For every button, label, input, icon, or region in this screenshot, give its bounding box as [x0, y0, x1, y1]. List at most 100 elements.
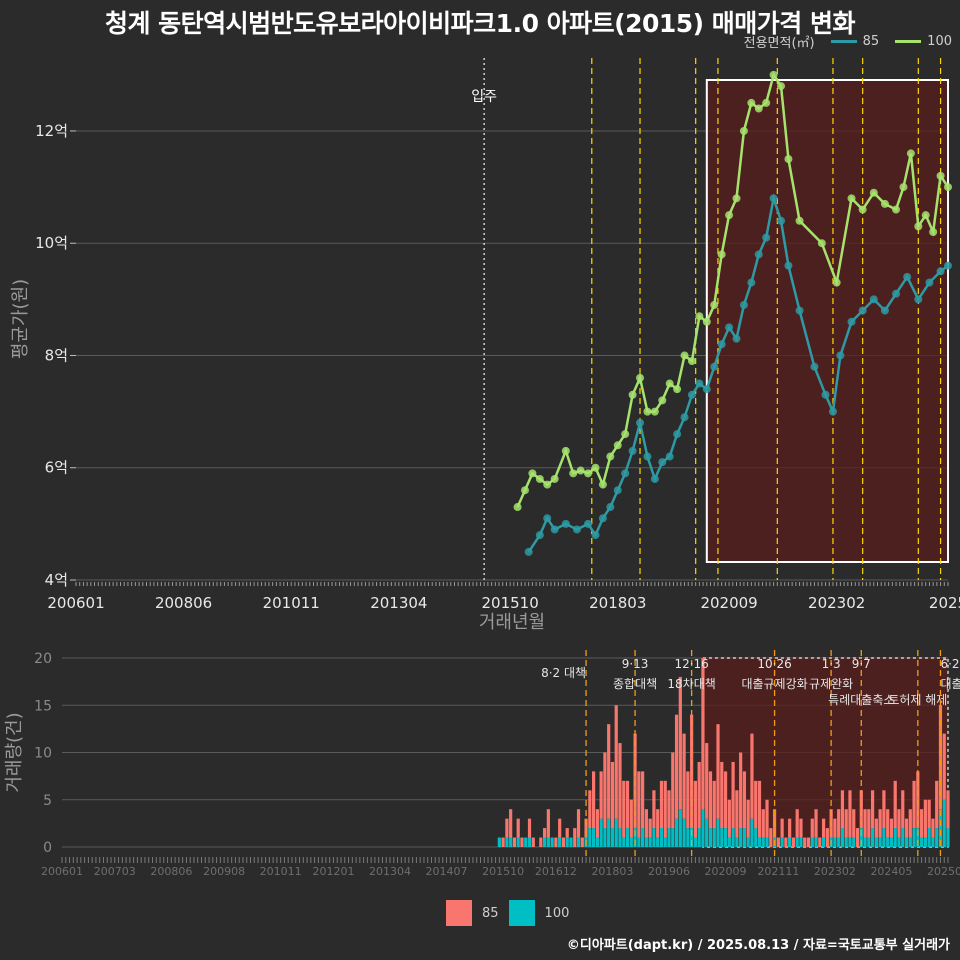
- y-tick-label: 20: [34, 651, 52, 667]
- bar-85: [584, 818, 588, 838]
- bar-100: [761, 837, 765, 847]
- bar-85: [595, 809, 599, 838]
- price-chart: 4억 6억 8억 10억 12억 200601 200806 201011 201304 2015…: [10, 58, 960, 633]
- bar-100: [569, 837, 573, 847]
- bar-100: [848, 837, 852, 847]
- bar-100: [788, 837, 792, 847]
- data-point-100: [769, 70, 778, 79]
- bar-85: [678, 676, 682, 810]
- bar-100: [908, 837, 912, 847]
- bar-85: [637, 771, 641, 838]
- data-point-85: [613, 486, 622, 495]
- bar-100: [524, 837, 528, 847]
- bar-85: [663, 780, 667, 838]
- data-point-100: [725, 211, 734, 220]
- chart-title: 청계 동탄역시범반도유보라아이비파크1.0 아파트(2015) 매매가격 변화: [104, 9, 856, 38]
- data-point-85: [747, 278, 756, 287]
- legend-100-bar-swatch: [508, 900, 535, 926]
- data-point-85: [925, 278, 934, 287]
- data-point-100: [569, 469, 578, 478]
- bar-85: [505, 818, 509, 838]
- data-point-85: [710, 362, 719, 371]
- data-point-100: [936, 171, 945, 180]
- bar-85: [516, 818, 520, 838]
- y-axis-title: 거래량(건): [4, 712, 25, 792]
- bar-100: [690, 828, 694, 847]
- bar-100: [558, 837, 562, 847]
- data-point-85: [754, 250, 763, 259]
- bar-85: [712, 780, 716, 829]
- bar-85: [610, 761, 615, 829]
- x-axis-title: 거래년월: [479, 612, 545, 633]
- data-point-85: [665, 452, 674, 461]
- bar-100: [625, 828, 630, 847]
- bar-100: [750, 818, 754, 847]
- bar-100: [757, 837, 762, 847]
- data-point-100: [591, 463, 600, 472]
- policy-label: 종합대책: [613, 676, 657, 691]
- data-point-100: [665, 379, 674, 388]
- bar-85: [565, 828, 569, 838]
- bar-85: [795, 809, 799, 838]
- legend-85-bar-label: 85: [482, 905, 499, 921]
- bar-85: [855, 828, 860, 847]
- data-point-100: [880, 199, 889, 208]
- y-tick-label: 12억: [35, 122, 68, 140]
- bar-100: [863, 837, 867, 847]
- x-tick-label: 201011: [263, 594, 320, 612]
- bar-100: [942, 799, 946, 847]
- x-tick-label: 202302: [808, 594, 865, 612]
- bar-85: [739, 752, 743, 829]
- x-tick-label: 2025: [929, 594, 960, 612]
- data-point-85: [739, 300, 748, 309]
- data-point-100: [673, 385, 682, 394]
- data-point-85: [762, 233, 771, 242]
- bar-85: [697, 761, 701, 829]
- bar-85: [701, 658, 705, 810]
- legend-100-label: 100: [927, 34, 952, 49]
- data-point-85: [628, 446, 637, 455]
- bar-85: [576, 809, 581, 838]
- bar-100: [697, 828, 701, 847]
- data-point-85: [828, 407, 837, 416]
- bar-85: [923, 799, 927, 838]
- bar-85: [761, 809, 765, 838]
- bar-100: [912, 828, 916, 847]
- data-point-100: [754, 104, 763, 113]
- bar-85: [546, 809, 550, 838]
- bar-100: [497, 837, 501, 847]
- bar-85: [671, 752, 675, 829]
- bar-100: [927, 828, 931, 847]
- policy-label: 대출규: [940, 677, 960, 691]
- bar-85: [840, 790, 845, 829]
- volume-chart: 0 5 10 15 20 200601 200703 200806 200908 201011 20…: [4, 650, 960, 878]
- data-point-85: [880, 306, 889, 315]
- bar-100: [667, 828, 671, 847]
- bar-85: [512, 837, 517, 847]
- data-point-100: [613, 441, 622, 450]
- bar-100: [656, 837, 660, 847]
- bar-100: [889, 837, 894, 847]
- data-point-100: [869, 188, 878, 197]
- bar-85: [780, 818, 784, 838]
- x-tick-label: 200806: [150, 865, 192, 878]
- bar-85: [618, 743, 622, 829]
- bar-85: [897, 809, 901, 838]
- bar-100: [739, 828, 743, 847]
- bar-85: [588, 790, 592, 829]
- bar-85: [863, 809, 867, 838]
- policy-label: 8·2 대책: [541, 665, 586, 680]
- bar-85: [693, 780, 697, 838]
- bar-85: [886, 809, 890, 838]
- bar-85: [558, 818, 562, 838]
- data-point-100: [584, 469, 593, 478]
- bar-100: [659, 828, 664, 847]
- data-point-100: [513, 503, 522, 512]
- data-point-100: [914, 222, 923, 231]
- bar-85: [927, 799, 931, 829]
- bar-100: [893, 828, 897, 847]
- bar-85: [791, 837, 796, 847]
- x-tick-label: 201304: [369, 865, 411, 878]
- bar-85: [625, 780, 630, 829]
- bar-100: [591, 828, 596, 847]
